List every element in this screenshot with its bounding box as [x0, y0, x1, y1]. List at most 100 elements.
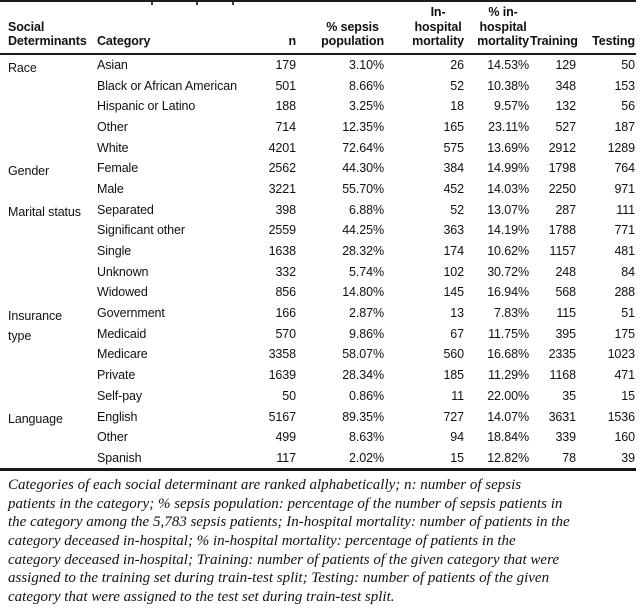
cell-n: 856 — [275, 285, 296, 300]
cell-pct_sepsis: 89.35% — [342, 409, 384, 424]
cell-testing: 160 — [614, 430, 635, 445]
footnote-line: the category among the 5,783 sepsis pati… — [8, 514, 570, 531]
table-row: Widowed 856 14.80% 145 16.94% 568 288 — [0, 282, 636, 303]
table-row: Spanish 117 2.02% 15 12.82% 78 39 — [0, 448, 636, 470]
column-header-social-determinants: Social Determinants — [0, 1, 97, 55]
cell-n: 166 — [275, 306, 296, 321]
cell-category: Spanish — [97, 450, 142, 465]
cell-in_hospital: 18 — [450, 99, 464, 114]
cell-pct_sepsis: 3.25% — [349, 99, 384, 114]
table-row: Medicare 3358 58.07% 560 16.68% 2335 1023 — [0, 344, 636, 365]
cell-pct_in_hospital: 13.07% — [487, 202, 529, 217]
cell-pct_in_hospital: 14.99% — [487, 161, 529, 176]
cell-pct_sepsis: 14.80% — [342, 285, 384, 300]
cell-in_hospital: 384 — [443, 161, 464, 176]
cell-in_hospital: 145 — [443, 285, 464, 300]
group-label-marital-status: Marital status — [8, 205, 81, 220]
cell-pct_sepsis: 44.25% — [342, 223, 384, 238]
cell-in_hospital: 102 — [443, 264, 464, 279]
table-row: Unknown 332 5.74% 102 30.72% 248 84 — [0, 261, 636, 282]
cell-training: 2912 — [548, 140, 577, 155]
cell-testing: 15 — [621, 388, 635, 403]
table-row: Other 714 12.35% 165 23.11% 527 187 — [0, 117, 636, 138]
cell-pct_in_hospital: 12.82% — [487, 450, 529, 465]
cell-testing: 187 — [614, 119, 635, 134]
column-header-category: Category — [97, 1, 247, 55]
cell-category: Medicare — [97, 347, 148, 362]
cell-pct_sepsis: 9.86% — [349, 326, 384, 341]
footnote-line: category that were assigned to the test … — [8, 588, 395, 605]
cell-pct_in_hospital: 14.19% — [487, 223, 529, 238]
cropped-text-mark — [232, 2, 234, 5]
cell-testing: 481 — [614, 244, 635, 259]
cell-in_hospital: 13 — [450, 306, 464, 321]
cell-category: Male — [97, 181, 124, 196]
cell-n: 332 — [275, 264, 296, 279]
cell-testing: 971 — [614, 181, 635, 196]
footnote-line: assigned to the training set during trai… — [8, 570, 550, 587]
cell-pct_in_hospital: 18.84% — [487, 430, 529, 445]
cell-testing: 288 — [614, 285, 635, 300]
table-row: Insurance type Government 166 2.87% 13 7.83% 1… — [0, 303, 636, 343]
cell-training: 339 — [555, 430, 576, 445]
cell-n: 3358 — [268, 347, 297, 362]
cell-testing: 51 — [621, 306, 635, 321]
cell-pct_in_hospital: 11.75% — [488, 326, 529, 341]
cell-category: Self-pay — [97, 388, 143, 403]
table-row: Race Asian 179 3.10% 26 14.53% 129 50 — [0, 54, 636, 76]
cell-training: 395 — [555, 326, 576, 341]
group-label-race: Race — [8, 60, 37, 75]
cell-training: 1788 — [548, 223, 577, 238]
table-row: Language English 5167 89.35% 727 14.07% 3631 15… — [0, 406, 636, 427]
cell-pct_sepsis: 55.70% — [342, 181, 384, 196]
cell-pct_sepsis: 28.34% — [342, 368, 384, 383]
cell-n: 398 — [275, 202, 296, 217]
cell-testing: 84 — [621, 264, 635, 279]
cell-category: Other — [97, 430, 128, 445]
table-row: Single 1638 28.32% 174 10.62% 1157 481 — [0, 241, 636, 262]
cell-category: Female — [97, 161, 139, 176]
table-row: Medicaid 570 9.86% 67 11.75% 395 175 — [0, 323, 636, 344]
cell-in_hospital: 363 — [443, 223, 464, 238]
cell-pct_sepsis: 72.64% — [342, 140, 384, 155]
cell-n: 50 — [282, 388, 296, 403]
cell-pct_in_hospital: 30.72% — [487, 264, 529, 279]
cell-category: Government — [97, 306, 165, 321]
social-determinants-table: Social Determinants Category n % sepsis … — [0, 0, 636, 470]
cell-testing: 471 — [614, 368, 635, 383]
cell-pct_sepsis: 12.35% — [342, 119, 384, 134]
cell-in_hospital: 94 — [450, 430, 464, 445]
cell-testing: 175 — [614, 326, 635, 341]
table-row: Hispanic or Latino 188 3.25% 18 9.57% 132 56 — [0, 96, 636, 117]
cell-in_hospital: 165 — [443, 119, 464, 134]
cell-n: 1639 — [268, 368, 297, 383]
cell-testing: 764 — [614, 161, 635, 176]
cell-training: 35 — [562, 388, 576, 403]
cell-category: White — [97, 140, 129, 155]
cell-in_hospital: 174 — [443, 244, 464, 259]
footnote-line: Categories of each social determinant ar… — [8, 477, 522, 494]
cell-category: Unknown — [97, 264, 149, 279]
table-row: Self-pay 50 0.86% 11 22.00% 35 15 — [0, 386, 636, 407]
table-row: Marital status Separated 398 6.88% 52 13.07% 2… — [0, 199, 636, 220]
cell-in_hospital: 185 — [443, 368, 464, 383]
cell-pct_in_hospital: 14.53% — [487, 57, 529, 72]
group-label-language: Language — [8, 412, 63, 427]
group-label-gender: Gender — [8, 163, 50, 178]
cell-n: 179 — [275, 57, 296, 72]
cell-n: 188 — [275, 99, 296, 114]
table-row: Private 1639 28.34% 185 11.29% 1168 471 — [0, 365, 636, 386]
cell-training: 287 — [555, 202, 576, 217]
cell-pct_sepsis: 0.86% — [349, 388, 384, 403]
cell-training: 1168 — [549, 368, 577, 383]
cell-pct_in_hospital: 7.83% — [494, 306, 529, 321]
cell-pct_sepsis: 58.07% — [342, 347, 384, 362]
cell-testing: 153 — [614, 78, 635, 93]
cell-pct_in_hospital: 9.57% — [494, 99, 529, 114]
cell-training: 2250 — [548, 181, 577, 196]
cell-training: 248 — [555, 264, 576, 279]
table-row: Black or African American 501 8.66% 52 10.38… — [0, 75, 636, 96]
column-header-pct-sepsis-population: % sepsis population — [297, 1, 385, 55]
cell-testing: 1023 — [607, 347, 636, 362]
cell-n: 117 — [276, 450, 296, 465]
